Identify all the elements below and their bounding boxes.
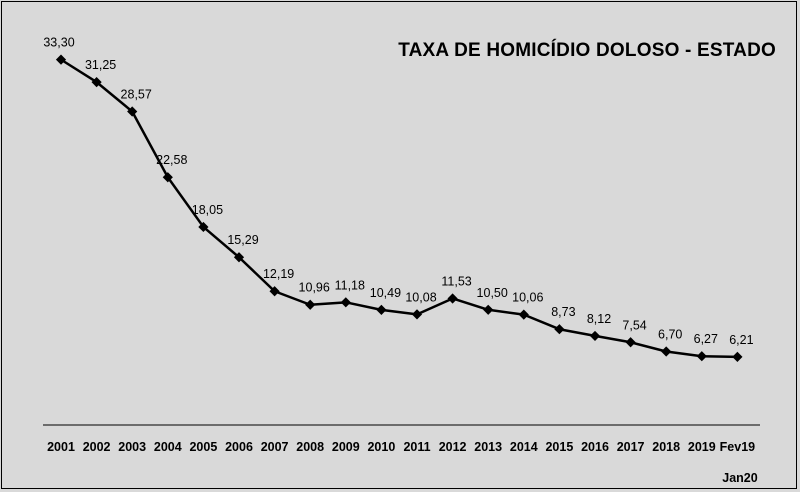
data-label: 10,96 xyxy=(299,281,330,295)
data-point xyxy=(554,324,565,335)
data-point xyxy=(483,304,494,315)
x-tick-label: 2018 xyxy=(652,440,680,454)
data-label: 18,05 xyxy=(192,203,223,217)
data-point xyxy=(91,77,102,88)
x-tick-label: 2014 xyxy=(510,440,538,454)
data-point xyxy=(55,54,67,65)
x-tick-label: 2002 xyxy=(83,440,111,454)
x-tick-label: 2017 xyxy=(617,440,645,454)
data-point xyxy=(589,330,601,341)
data-label: 6,70 xyxy=(658,327,682,341)
data-label: 10,06 xyxy=(512,291,543,305)
data-point xyxy=(198,221,209,233)
data-point xyxy=(732,351,743,362)
x-tick-label: Fev19 xyxy=(720,440,755,454)
x-tick-label: 2010 xyxy=(367,440,395,454)
data-point xyxy=(340,297,351,308)
x-tick-label: 2012 xyxy=(439,440,467,454)
data-label: 33,30 xyxy=(43,36,74,50)
x-tick-label: 2016 xyxy=(581,440,609,454)
x-tick-label: 2015 xyxy=(545,440,573,454)
data-label: 28,57 xyxy=(121,88,152,102)
x-tick-label: 2001 xyxy=(47,440,75,454)
data-label: 8,73 xyxy=(551,305,575,319)
x-axis-note: Jan20 xyxy=(722,471,757,485)
x-tick-label: 2008 xyxy=(296,440,324,454)
x-tick-label: 2007 xyxy=(261,440,289,454)
data-point xyxy=(518,309,529,320)
data-label: 6,27 xyxy=(694,332,718,346)
data-point xyxy=(696,351,707,362)
data-label: 10,08 xyxy=(405,290,436,304)
x-tick-label: 2009 xyxy=(332,440,360,454)
data-point xyxy=(625,337,636,348)
data-point xyxy=(127,106,138,117)
data-label: 7,54 xyxy=(622,318,646,332)
x-tick-label: 2011 xyxy=(403,440,430,454)
data-point xyxy=(661,346,672,357)
data-point xyxy=(411,309,423,320)
data-label: 6,21 xyxy=(729,333,753,347)
x-tick-label: 2003 xyxy=(118,440,146,454)
data-label: 12,19 xyxy=(263,267,294,281)
series-line xyxy=(60,58,738,359)
data-point xyxy=(162,172,173,183)
data-label: 22,58 xyxy=(156,153,187,167)
data-label: 10,50 xyxy=(477,286,508,300)
x-tick-label: 2006 xyxy=(225,440,253,454)
data-label: 15,29 xyxy=(227,233,258,247)
data-label: 11,53 xyxy=(441,274,471,288)
data-point xyxy=(305,299,316,310)
data-point xyxy=(447,293,458,304)
data-point xyxy=(376,304,387,315)
data-label: 31,25 xyxy=(85,58,116,72)
data-point xyxy=(269,286,280,297)
x-tick-label: 2013 xyxy=(474,440,502,454)
x-tick-label: 2019 xyxy=(688,440,716,454)
data-label: 11,18 xyxy=(335,278,365,292)
data-label: 8,12 xyxy=(587,312,611,326)
x-tick-label: 2004 xyxy=(154,440,182,454)
chart-title: TAXA DE HOMICÍDIO DOLOSO - ESTADO xyxy=(398,40,776,61)
x-tick-label: 2005 xyxy=(189,440,217,454)
data-label: 10,49 xyxy=(370,286,401,300)
